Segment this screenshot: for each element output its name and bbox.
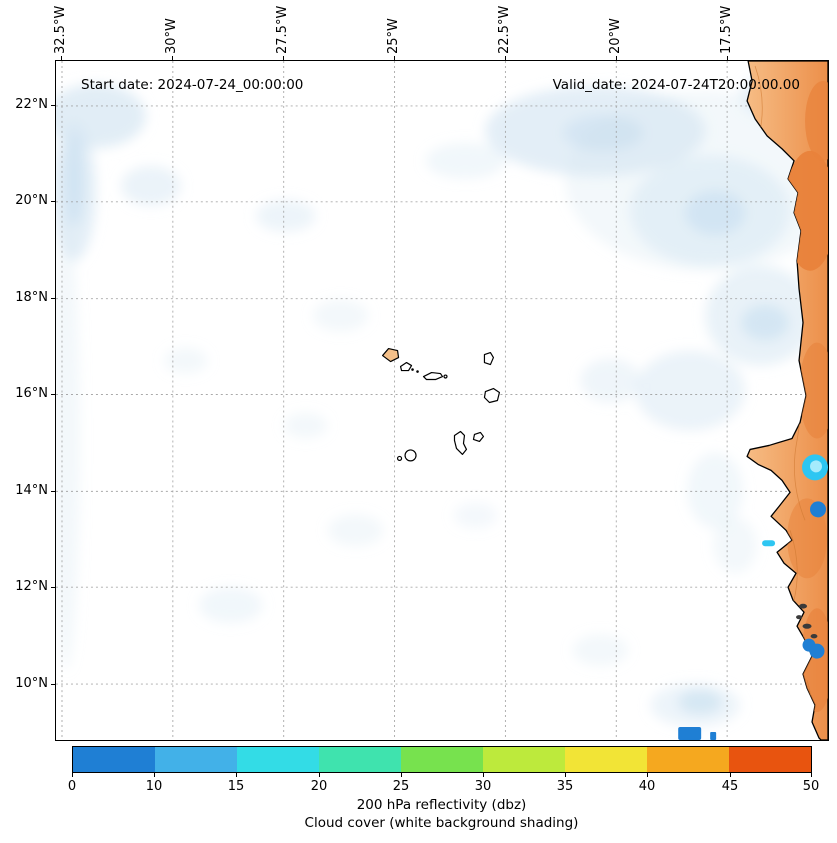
colorbar-tick — [565, 772, 566, 777]
axis-tick — [51, 298, 55, 299]
axis-tick — [51, 587, 55, 588]
colorbar-segment — [729, 747, 811, 772]
axis-tick — [283, 56, 284, 60]
map-plot-area: Start date: 2024-07-24_00:00:00 Valid_da… — [55, 60, 829, 741]
colorbar-tick — [483, 772, 484, 777]
colorbar-tick — [319, 772, 320, 777]
x-tick-label: 17.5°W — [719, 5, 734, 54]
colorbar-segment — [647, 747, 729, 772]
axis-tick — [172, 56, 173, 60]
x-tick-label: 25°W — [386, 18, 401, 54]
x-tick-label: 27.5°W — [275, 5, 290, 54]
y-tick-label: 12°N — [15, 579, 48, 594]
y-tick-label: 22°N — [15, 97, 48, 112]
colorbar-segment — [155, 747, 237, 772]
colorbar-tick-label: 15 — [227, 779, 245, 794]
reflectivity-cells — [678, 454, 828, 740]
cloud-shading — [56, 70, 828, 728]
axis-tick — [394, 56, 395, 60]
colorbar-tick — [730, 772, 731, 777]
y-tick-label: 10°N — [15, 676, 48, 691]
axis-tick — [61, 56, 62, 60]
colorbar-segment — [237, 747, 319, 772]
colorbar-tick-label: 50 — [802, 779, 820, 794]
colorbar-tick-label: 25 — [392, 779, 410, 794]
colorbar-tick — [236, 772, 237, 777]
axis-tick — [616, 56, 617, 60]
colorbar-tick — [811, 772, 812, 777]
colorbar-tick — [647, 772, 648, 777]
coastal-islets — [796, 603, 818, 639]
axis-tick — [51, 491, 55, 492]
axis-tick — [51, 105, 55, 106]
colorbar-tick — [154, 772, 155, 777]
start-date-annotation: Start date: 2024-07-24_00:00:00 — [81, 77, 304, 93]
map-canvas — [56, 61, 828, 740]
colorbar-tick-label: 30 — [474, 779, 492, 794]
longitude-axis: 32.5°W 30°W 27.5°W 25°W 22.5°W 20°W 17.5… — [0, 0, 837, 56]
y-tick-label: 16°N — [15, 386, 48, 401]
axis-tick — [51, 201, 55, 202]
plot-subtitle: Cloud cover (white background shading) — [304, 815, 579, 831]
valid-date-annotation: Valid_date: 2024-07-24T20:00:00.00 — [552, 77, 800, 93]
colorbar-tick-label: 45 — [721, 779, 739, 794]
y-tick-label: 14°N — [15, 483, 48, 498]
colorbar — [72, 746, 812, 773]
colorbar-tick-label: 40 — [638, 779, 656, 794]
x-tick-label: 32.5°W — [53, 5, 68, 54]
colorbar-segment — [483, 747, 565, 772]
axis-tick — [51, 684, 55, 685]
plot-title: 200 hPa reflectivity (dbz) — [356, 797, 527, 813]
axis-tick — [51, 394, 55, 395]
axis-tick — [727, 56, 728, 60]
y-tick-label: 18°N — [15, 290, 48, 305]
x-tick-label: 20°W — [608, 18, 623, 54]
axis-tick — [505, 56, 506, 60]
colorbar-segment — [73, 747, 155, 772]
africa-landmass — [746, 61, 828, 740]
colorbar-tick — [401, 772, 402, 777]
colorbar-tick-label: 0 — [67, 779, 77, 794]
colorbar-segment — [401, 747, 483, 772]
colorbar-tick-label: 20 — [310, 779, 328, 794]
colorbar-segment — [319, 747, 401, 772]
colorbar-tick-label: 35 — [556, 779, 574, 794]
cape-verde-islands — [381, 347, 501, 462]
colorbar-segment — [565, 747, 647, 772]
colorbar-tick-label: 10 — [145, 779, 163, 794]
x-tick-label: 30°W — [164, 18, 179, 54]
grid-lines — [56, 61, 828, 740]
x-tick-label: 22.5°W — [497, 5, 512, 54]
y-tick-label: 20°N — [15, 193, 48, 208]
colorbar-tick — [72, 772, 73, 777]
